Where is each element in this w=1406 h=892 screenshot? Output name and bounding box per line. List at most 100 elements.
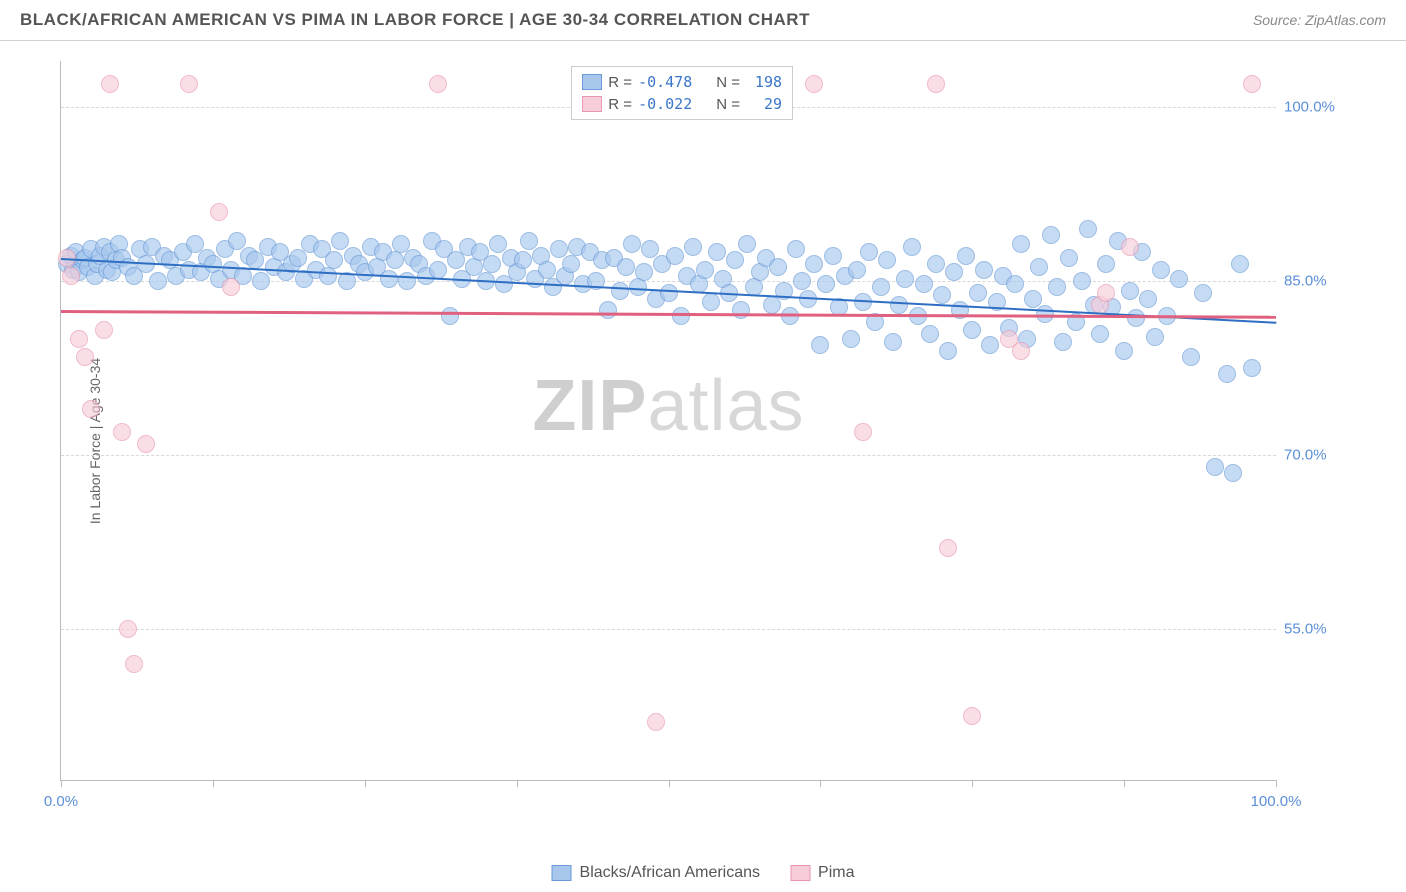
data-point-pima xyxy=(101,75,119,93)
n-value: 29 xyxy=(746,95,782,113)
data-point-blacks xyxy=(520,232,538,250)
data-point-blacks xyxy=(611,282,629,300)
x-tick xyxy=(669,780,670,787)
data-point-blacks xyxy=(429,261,447,279)
data-point-pima xyxy=(222,278,240,296)
data-point-blacks xyxy=(1006,275,1024,293)
data-point-blacks xyxy=(635,263,653,281)
watermark: ZIPatlas xyxy=(532,365,804,447)
data-point-blacks xyxy=(1097,255,1115,273)
data-point-blacks xyxy=(149,272,167,290)
data-point-blacks xyxy=(325,251,343,269)
data-point-blacks xyxy=(660,284,678,302)
legend-swatch xyxy=(790,865,810,881)
data-point-pima xyxy=(125,655,143,673)
data-point-blacks xyxy=(860,243,878,261)
x-tick xyxy=(61,780,62,787)
data-point-blacks xyxy=(1060,249,1078,267)
data-point-pima xyxy=(963,707,981,725)
data-point-blacks xyxy=(915,275,933,293)
x-tick xyxy=(1276,780,1277,787)
data-point-blacks xyxy=(781,307,799,325)
data-point-blacks xyxy=(1146,328,1164,346)
plot-region: ZIPatlas R =-0.478N =198R =-0.022N =29 5… xyxy=(60,61,1276,781)
data-point-pima xyxy=(70,330,88,348)
data-point-blacks xyxy=(666,247,684,265)
y-tick-label: 100.0% xyxy=(1284,99,1354,116)
data-point-blacks xyxy=(1152,261,1170,279)
data-point-pima xyxy=(1012,342,1030,360)
data-point-pima xyxy=(647,713,665,731)
data-point-pima xyxy=(1121,238,1139,256)
r-label: R = xyxy=(608,96,632,113)
data-point-blacks xyxy=(1194,284,1212,302)
data-point-blacks xyxy=(684,238,702,256)
data-point-blacks xyxy=(447,251,465,269)
data-point-pima xyxy=(939,539,957,557)
data-point-blacks xyxy=(793,272,811,290)
data-point-blacks xyxy=(811,336,829,354)
data-point-blacks xyxy=(1115,342,1133,360)
x-tick xyxy=(517,780,518,787)
data-point-pima xyxy=(76,348,94,366)
data-point-blacks xyxy=(599,301,617,319)
data-point-blacks xyxy=(1218,365,1236,383)
data-point-blacks xyxy=(1243,359,1261,377)
legend-item-blacks: Blacks/African Americans xyxy=(552,864,761,882)
data-point-pima xyxy=(82,400,100,418)
y-tick-label: 70.0% xyxy=(1284,447,1354,464)
data-point-blacks xyxy=(1139,290,1157,308)
data-point-pima xyxy=(210,203,228,221)
n-label: N = xyxy=(716,96,740,113)
data-point-blacks xyxy=(981,336,999,354)
x-tick-label: 100.0% xyxy=(1251,793,1302,810)
data-point-pima xyxy=(805,75,823,93)
data-point-blacks xyxy=(380,270,398,288)
correlation-row-blacks: R =-0.478N =198 xyxy=(582,71,782,93)
data-point-pima xyxy=(927,75,945,93)
data-point-blacks xyxy=(228,232,246,250)
legend-item-pima: Pima xyxy=(790,864,854,882)
series-legend: Blacks/African Americans Pima xyxy=(552,864,855,882)
data-point-blacks xyxy=(848,261,866,279)
data-point-blacks xyxy=(975,261,993,279)
data-point-blacks xyxy=(1012,235,1030,253)
correlation-row-pima: R =-0.022N =29 xyxy=(582,93,782,115)
data-point-blacks xyxy=(963,321,981,339)
data-point-blacks xyxy=(903,238,921,256)
data-point-blacks xyxy=(1030,258,1048,276)
legend-swatch xyxy=(582,74,602,90)
x-tick xyxy=(365,780,366,787)
data-point-blacks xyxy=(957,247,975,265)
x-tick xyxy=(972,780,973,787)
data-point-blacks xyxy=(623,235,641,253)
gridline xyxy=(61,629,1276,630)
x-tick xyxy=(213,780,214,787)
data-point-blacks xyxy=(1121,282,1139,300)
data-point-blacks xyxy=(1231,255,1249,273)
data-point-blacks xyxy=(441,307,459,325)
data-point-blacks xyxy=(1224,464,1242,482)
data-point-blacks xyxy=(842,330,860,348)
data-point-blacks xyxy=(824,247,842,265)
data-point-blacks xyxy=(933,286,951,304)
legend-swatch xyxy=(552,865,572,881)
data-point-blacks xyxy=(896,270,914,288)
data-point-pima xyxy=(1243,75,1261,93)
data-point-blacks xyxy=(1042,226,1060,244)
data-point-pima xyxy=(180,75,198,93)
chart-header: BLACK/AFRICAN AMERICAN VS PIMA IN LABOR … xyxy=(0,0,1406,41)
data-point-blacks xyxy=(696,261,714,279)
data-point-blacks xyxy=(289,249,307,267)
data-point-blacks xyxy=(1206,458,1224,476)
data-point-pima xyxy=(113,423,131,441)
legend-label: Blacks/African Americans xyxy=(580,864,761,882)
data-point-blacks xyxy=(483,255,501,273)
n-value: 198 xyxy=(746,73,782,91)
data-point-pima xyxy=(119,620,137,638)
n-label: N = xyxy=(716,74,740,91)
data-point-blacks xyxy=(331,232,349,250)
data-point-blacks xyxy=(1170,270,1188,288)
data-point-blacks xyxy=(702,293,720,311)
data-point-blacks xyxy=(386,251,404,269)
